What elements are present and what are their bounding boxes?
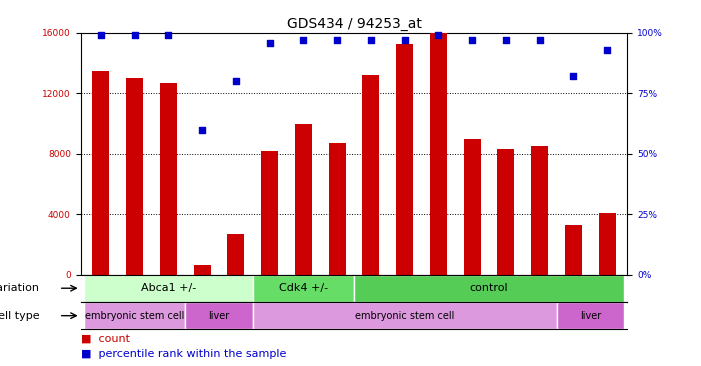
Point	[501, 37, 512, 43]
Bar	[531, 146, 548, 274]
Point	[433, 33, 444, 38]
Bar	[396, 44, 413, 274]
Point	[298, 37, 309, 43]
Bar	[126, 78, 143, 274]
Bar	[160, 83, 177, 274]
Text: genotype/variation: genotype/variation	[0, 283, 40, 293]
Text: ■  count: ■ count	[81, 334, 130, 344]
Bar	[557, 302, 624, 329]
Text: embryonic stem cell: embryonic stem cell	[355, 311, 454, 321]
Point	[129, 33, 140, 38]
Bar	[84, 274, 253, 302]
Bar	[227, 234, 245, 274]
Point	[399, 37, 410, 43]
Bar	[565, 225, 582, 274]
Bar	[362, 75, 379, 274]
Text: liver: liver	[580, 311, 601, 321]
Bar	[354, 274, 624, 302]
Point	[230, 78, 241, 84]
Title: GDS434 / 94253_at: GDS434 / 94253_at	[287, 16, 421, 30]
Point	[601, 47, 613, 53]
Bar	[261, 151, 278, 274]
Bar	[93, 71, 109, 274]
Bar	[253, 274, 354, 302]
Bar	[295, 124, 312, 274]
Text: embryonic stem cell: embryonic stem cell	[85, 311, 184, 321]
Bar	[84, 302, 185, 329]
Point	[163, 33, 174, 38]
Point	[95, 33, 107, 38]
Bar	[599, 213, 615, 274]
Point	[568, 74, 579, 79]
Point	[196, 127, 207, 132]
Text: Abca1 +/-: Abca1 +/-	[141, 283, 196, 293]
Text: control: control	[470, 283, 508, 293]
Bar	[430, 33, 447, 274]
Text: cell type: cell type	[0, 311, 40, 321]
Point	[467, 37, 478, 43]
Bar	[498, 149, 515, 274]
Point	[332, 37, 343, 43]
Point	[365, 37, 376, 43]
Bar	[253, 302, 557, 329]
Text: ■  percentile rank within the sample: ■ percentile rank within the sample	[81, 349, 286, 359]
Bar	[185, 302, 253, 329]
Text: liver: liver	[208, 311, 230, 321]
Point	[264, 40, 275, 45]
Text: Cdk4 +/-: Cdk4 +/-	[279, 283, 328, 293]
Bar	[193, 265, 210, 274]
Bar	[463, 139, 481, 274]
Point	[534, 37, 545, 43]
Bar	[329, 143, 346, 274]
